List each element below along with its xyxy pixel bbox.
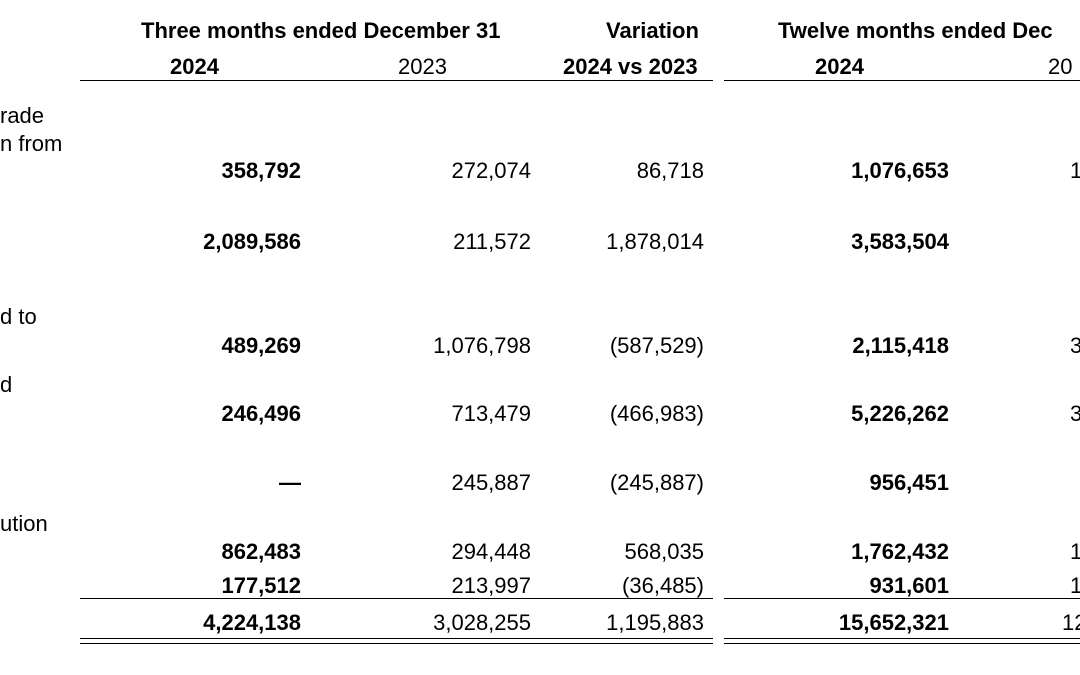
header-three-months: Three months ended December 31 bbox=[141, 18, 501, 43]
subheader-2023-twelve: 20 bbox=[1048, 54, 1073, 79]
header-twelve-months: Twelve months ended Dec bbox=[778, 18, 1053, 43]
cell-q2023: 213,997 bbox=[451, 573, 531, 598]
cell-variation: (466,983) bbox=[609, 401, 704, 426]
cell-variation: 568,035 bbox=[624, 539, 704, 564]
header-variation: Variation bbox=[606, 18, 699, 43]
cell-variation: (245,887) bbox=[609, 470, 704, 495]
cell-y2024: 956,451 bbox=[869, 470, 949, 495]
cell-y2024: 3,583,504 bbox=[851, 229, 949, 254]
total-variation: 1,195,883 bbox=[606, 610, 704, 635]
cell-variation: 1,878,014 bbox=[606, 229, 704, 254]
total-y2023: 12 bbox=[1062, 610, 1080, 635]
total-rule-left bbox=[80, 598, 713, 599]
cell-q2023: 294,448 bbox=[451, 539, 531, 564]
subheader-2024-three: 2024 bbox=[170, 54, 219, 79]
cell-variation: 86,718 bbox=[636, 158, 704, 183]
cell-variation: (587,529) bbox=[609, 333, 704, 358]
cell-q2024: — bbox=[279, 470, 301, 495]
total-rule-right bbox=[724, 598, 1080, 599]
cell-y2023: 1 bbox=[1070, 573, 1080, 598]
cell-y2023: 3 bbox=[1070, 401, 1080, 426]
total-q2023: 3,028,255 bbox=[433, 610, 531, 635]
cell-y2024: 931,601 bbox=[869, 573, 949, 598]
total-double-rule-left bbox=[80, 638, 713, 644]
cell-q2024: 2,089,586 bbox=[203, 229, 301, 254]
cell-y2024: 2,115,418 bbox=[852, 333, 949, 358]
subheader-2023-three: 2023 bbox=[398, 54, 447, 79]
header-rule-right bbox=[724, 80, 1080, 81]
subheader-2024-twelve: 2024 bbox=[815, 54, 864, 79]
row-label-3: d to bbox=[0, 304, 37, 329]
cell-y2023: 3 bbox=[1070, 333, 1080, 358]
cell-q2024: 177,512 bbox=[221, 573, 301, 598]
cell-q2023: 1,076,798 bbox=[433, 333, 531, 358]
row-label-5: ution bbox=[0, 511, 48, 536]
header-rule-left bbox=[80, 80, 713, 81]
cell-q2023: 211,572 bbox=[453, 229, 531, 254]
subheader-variation: 2024 vs 2023 bbox=[563, 54, 698, 79]
cell-y2024: 1,762,432 bbox=[851, 539, 949, 564]
total-double-rule-right bbox=[724, 638, 1080, 644]
cell-q2024: 489,269 bbox=[221, 333, 301, 358]
cell-y2023: 1 bbox=[1070, 539, 1080, 564]
total-q2024: 4,224,138 bbox=[203, 610, 301, 635]
cell-q2023: 713,479 bbox=[451, 401, 531, 426]
cell-q2024: 862,483 bbox=[221, 539, 301, 564]
row-label-4: d bbox=[0, 372, 13, 397]
cell-q2024: 358,792 bbox=[221, 158, 301, 183]
cell-variation: (36,485) bbox=[622, 573, 704, 598]
cell-q2023: 272,074 bbox=[451, 158, 531, 183]
cell-y2024: 1,076,653 bbox=[851, 158, 949, 183]
cell-y2024: 5,226,262 bbox=[851, 401, 949, 426]
row-label-1: rade bbox=[0, 103, 45, 128]
cell-y2023: 1 bbox=[1070, 158, 1080, 183]
row-label-2: n from bbox=[0, 131, 63, 156]
cell-q2024: 246,496 bbox=[221, 401, 301, 426]
total-y2024: 15,652,321 bbox=[838, 610, 949, 635]
cell-q2023: 245,887 bbox=[451, 470, 531, 495]
